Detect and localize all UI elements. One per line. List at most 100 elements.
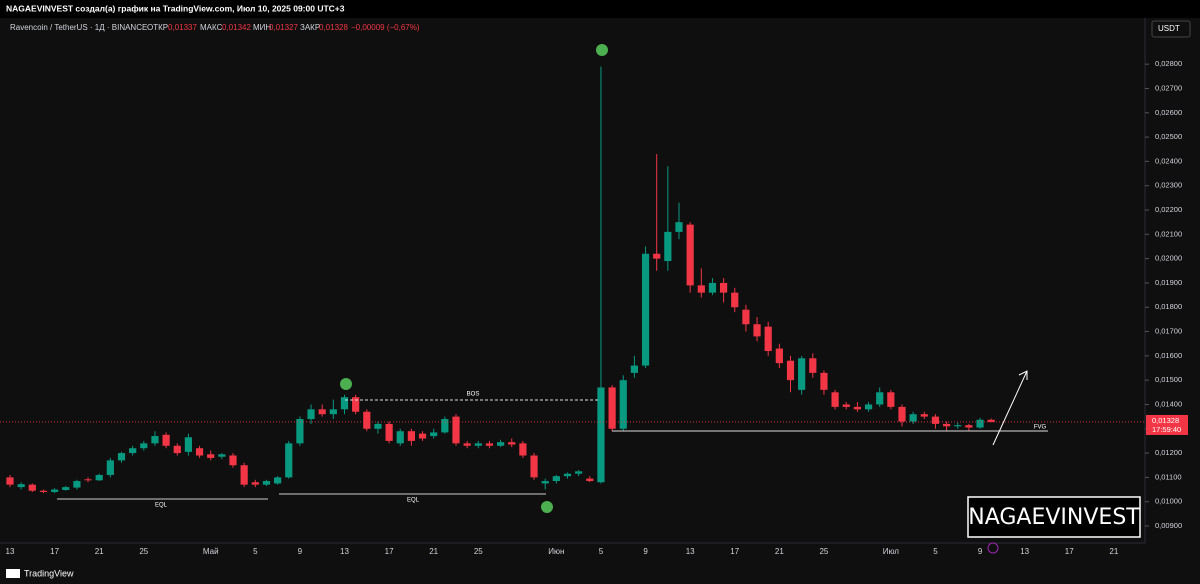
y-tick-label: 0,02300 (1155, 181, 1182, 190)
candle-body (262, 481, 271, 485)
candle-body (62, 487, 70, 491)
candle-body (51, 489, 59, 492)
marker-dot (340, 378, 352, 390)
candle-body (987, 419, 995, 422)
header: Ravencoin / TetherUS · 1Д · BINANCE ОТКР… (10, 23, 420, 32)
x-tick-label: Май (203, 547, 219, 556)
candle-body (117, 453, 126, 461)
x-tick-label: Июн (548, 547, 564, 556)
candle-body (17, 484, 25, 488)
y-tick-label: 0,01000 (1155, 497, 1182, 506)
candle-body (340, 397, 349, 410)
price-label: 0,01328 (1152, 416, 1179, 425)
candle-body (809, 358, 817, 373)
candle-body (28, 484, 36, 491)
candle-body (586, 478, 594, 482)
y-tick-label: 0,02000 (1155, 254, 1182, 263)
candle-body (653, 253, 661, 259)
footer-logo (6, 569, 20, 578)
candle-body (697, 285, 705, 293)
candle-body (608, 387, 616, 429)
x-tick-label: 17 (730, 547, 739, 556)
candle-body (508, 442, 516, 445)
candle-body (530, 455, 538, 478)
candle-body (240, 465, 248, 485)
y-tick-label: 0,01500 (1155, 375, 1182, 384)
eql-label: EQL (155, 503, 168, 509)
bos-label: BOS (467, 392, 480, 398)
candle-body (820, 372, 828, 390)
currency-box[interactable] (1151, 20, 1191, 38)
candle-body (630, 365, 638, 373)
candle-body (497, 442, 505, 446)
candle-body (708, 282, 717, 293)
event-icon[interactable] (987, 542, 999, 554)
candle-body (352, 397, 360, 412)
candle-body (140, 443, 148, 449)
x-tick-label: 5 (933, 547, 938, 556)
candle-body (842, 404, 850, 407)
candle-body (641, 253, 650, 366)
high-label: МАКС (200, 23, 223, 32)
candle-body (876, 392, 884, 405)
candle-body (106, 460, 114, 475)
candle-body (485, 443, 494, 446)
candle-body (943, 423, 951, 427)
candle-body (720, 282, 728, 293)
candle-body (229, 455, 237, 466)
candle-body (129, 448, 137, 454)
y-tick-label: 0,01400 (1155, 399, 1182, 408)
x-tick-label: 25 (474, 547, 483, 556)
candle-body (274, 477, 282, 484)
price-tag (1146, 414, 1188, 435)
watermark-box (967, 496, 1141, 538)
y-tick-label: 0,02800 (1155, 59, 1182, 68)
candle-body (731, 292, 739, 308)
high-value: 0,01342 (222, 23, 251, 32)
candle-body (285, 443, 293, 478)
arrow (992, 370, 1028, 446)
footer-bar (0, 563, 1200, 584)
top-bar-text: NAGAEVINVEST создал(а) график на Trading… (6, 3, 345, 13)
y-tick-label: 0,01900 (1155, 278, 1182, 287)
candle-body (207, 454, 215, 458)
y-tick-label: 0,01200 (1155, 448, 1182, 457)
candle-body (39, 490, 48, 492)
watermark: NAGAEVINVEST (968, 505, 1140, 530)
candle-body (418, 433, 427, 439)
candle-body (920, 414, 928, 417)
candle-body (619, 380, 627, 429)
candle-body (887, 392, 895, 407)
candle-body (597, 387, 605, 483)
close-label: ЗАКР (300, 23, 320, 32)
y-tick-label: 0,02500 (1155, 132, 1182, 141)
candle-body (374, 423, 382, 429)
candle-body (909, 414, 917, 422)
close-value: 0,01328 (319, 23, 348, 32)
candle-body (898, 406, 906, 422)
candle-body (575, 471, 583, 474)
y-tick-label: 0,01700 (1155, 327, 1182, 336)
candle-body (976, 419, 984, 428)
candle-body (742, 309, 750, 325)
x-tick-label: 25 (139, 547, 148, 556)
candle-body (95, 474, 103, 481)
candle-body (563, 473, 572, 477)
candle-body (251, 482, 259, 485)
x-tick-label: 13 (686, 547, 695, 556)
y-tick-label: 0,02600 (1155, 108, 1182, 117)
candle-body (831, 392, 839, 407)
x-tick-label: 13 (1020, 547, 1029, 556)
candle-body (173, 445, 181, 454)
candle-body (307, 409, 315, 420)
candle-body (931, 416, 940, 424)
candle-body (675, 222, 683, 232)
plot: 0,009000,010000,011000,012000,013000,014… (0, 59, 1182, 556)
low-value: 0,01327 (269, 23, 298, 32)
candle-body (6, 477, 14, 485)
candle-body (686, 224, 694, 286)
x-tick-label: 21 (429, 547, 438, 556)
candle-body (965, 425, 973, 428)
